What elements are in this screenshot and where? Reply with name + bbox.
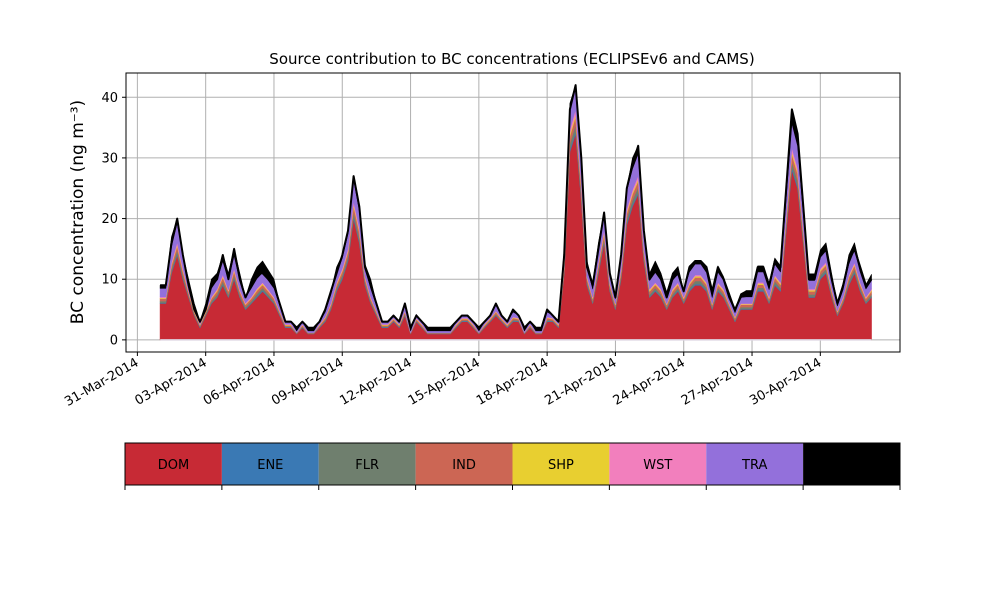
legend-swatch-flr (318, 443, 416, 485)
legend-label-flr: FLR (355, 458, 379, 473)
legend-swatch-ind (415, 443, 513, 485)
legend-swatch-bb (803, 443, 900, 485)
x-tick-label: 03-Apr-2014 (133, 355, 210, 408)
legend-swatch-shp (512, 443, 610, 485)
y-tick-label: 30 (101, 151, 118, 166)
legend-label-ind: IND (452, 458, 476, 473)
x-tick-label: 12-Apr-2014 (337, 355, 414, 408)
x-tick-label: 15-Apr-2014 (406, 355, 483, 408)
x-tick-label: 06-Apr-2014 (201, 355, 278, 408)
legend-label-ene: ENE (257, 458, 283, 473)
legend-swatch-tra (706, 443, 804, 485)
area-series-dom (159, 133, 872, 341)
total-line (160, 84, 873, 329)
y-axis-label: BC concentration (ng m⁻³) (68, 100, 88, 324)
legend: DOM ENE FLR IND SHP WST TRA BB (124, 442, 901, 490)
y-tick-label: 20 (101, 212, 118, 227)
legend-swatch-ene (221, 443, 319, 485)
x-tick-label: 30-Apr-2014 (747, 355, 824, 408)
legend-label-bb: BB (843, 458, 861, 473)
y-tick-label: 10 (101, 273, 118, 288)
y-tick-label: 0 (110, 333, 118, 348)
x-tick-label: 21-Apr-2014 (542, 355, 619, 408)
legend-label-shp: SHP (548, 458, 574, 473)
legend-label-dom: DOM (158, 458, 189, 473)
x-tick-label: 09-Apr-2014 (269, 355, 346, 408)
x-tick-label: 24-Apr-2014 (611, 355, 688, 408)
y-tick-label: 40 (101, 91, 118, 106)
legend-swatch-wst (609, 443, 707, 485)
legend-swatch-dom (125, 443, 222, 485)
legend-label-wst: WST (643, 458, 672, 473)
plot-frame (125, 72, 901, 353)
chart-title: Source contribution to BC concentrations… (269, 50, 754, 68)
x-tick-label: 27-Apr-2014 (679, 355, 756, 408)
x-tick-label: 31-Mar-2014 (62, 355, 141, 409)
legend-label-tra: TRA (741, 458, 767, 473)
x-tick-label: 18-Apr-2014 (474, 355, 551, 408)
plot-area: 0 10 20 30 40 31-Mar-201403-Apr-201406-Apr-20… (62, 72, 901, 410)
